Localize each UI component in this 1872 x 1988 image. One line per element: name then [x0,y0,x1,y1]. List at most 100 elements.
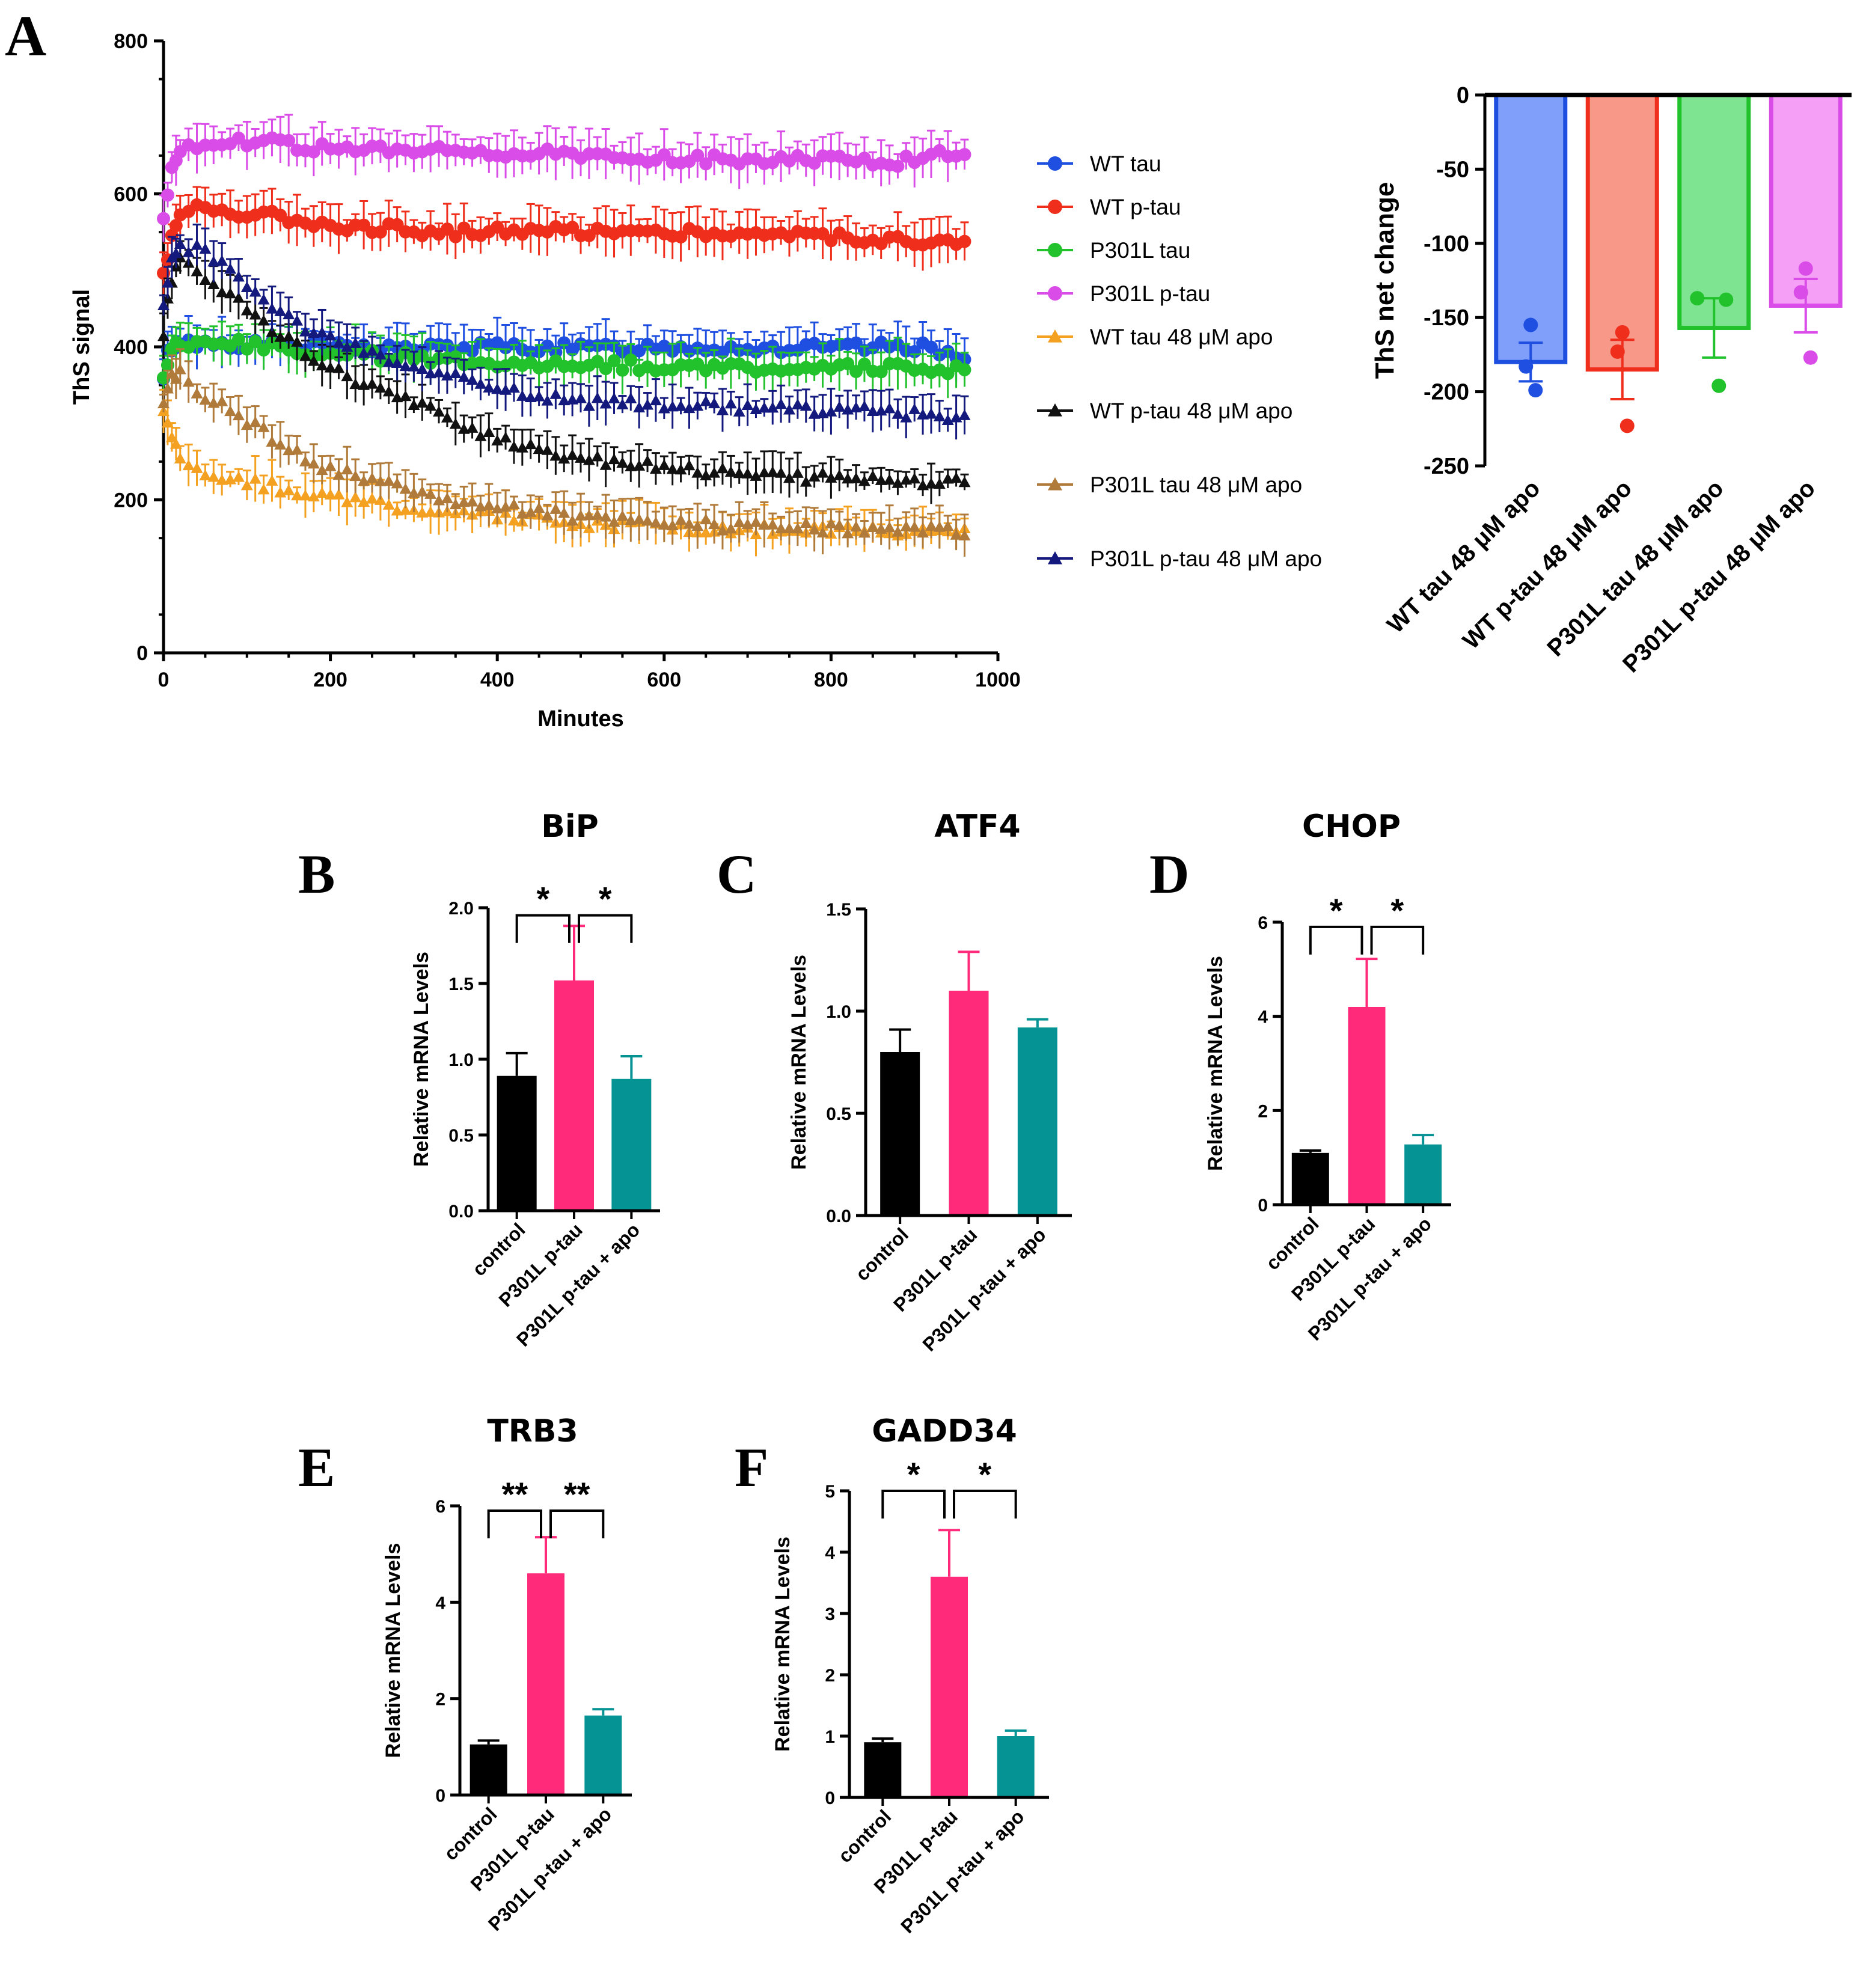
data-point [575,509,587,521]
data-point [575,392,587,403]
chart-title: BiP [541,809,599,845]
data-point [758,402,771,413]
data-point [199,274,212,285]
data-point [1793,285,1808,300]
data-point [283,484,295,495]
data-point [382,475,395,486]
data-point [674,463,687,475]
data-point [633,402,646,413]
data-point [683,459,696,471]
data-point [625,392,637,403]
data-point [483,381,495,393]
data-point [382,356,395,367]
data-point [941,520,954,531]
data-point [349,378,362,390]
data-point [541,394,554,406]
legend: WT tau WT p-tau P301L tau P301L p-tau WT tau… [1037,151,1322,571]
x-axis-label: Minutes [537,706,624,732]
x-tick-label: 400 [480,668,515,691]
data-point [624,353,638,367]
data-point [708,466,721,478]
data-point [307,327,320,338]
y-axis-label: ThS signal [69,289,94,405]
data-point [216,395,228,406]
data-point [625,514,637,525]
data-point [240,304,253,316]
legend-marker [1048,477,1062,491]
series-p301l-p-tau-48-m-apo [158,224,971,440]
data-point [216,255,228,266]
data-point [457,423,470,434]
data-point [800,400,812,411]
data-point [291,489,304,501]
data-point [366,378,378,389]
category-label: P301L p-tau + apo [918,1223,1050,1355]
data-point [741,399,754,411]
data-point [599,510,612,522]
data-point [316,464,328,476]
bar [1677,93,1751,330]
data-point [366,472,378,483]
data-point [908,521,921,532]
data-point [316,359,328,371]
data-point [291,314,304,326]
data-point [457,371,470,382]
data-point [1523,317,1538,332]
data-point [950,528,962,540]
y-tick-label: 5 [825,1482,835,1502]
data-point [483,499,495,510]
data-point [283,444,295,456]
legend-entry: WT p-tau 48 μM apo [1090,399,1292,423]
legend-marker [1048,200,1062,214]
data-point [174,452,186,463]
data-point [274,305,287,316]
data-point [925,477,937,489]
data-point [240,419,253,430]
y-tick-label: 600 [114,183,148,206]
category-label: control [834,1805,895,1867]
y-tick-label: 2 [825,1666,835,1686]
data-point [332,469,345,480]
data-point [941,414,954,425]
data-point [207,278,220,290]
data-point [382,498,395,510]
data-point [950,472,962,483]
data-point [231,131,245,145]
data-point [224,263,237,274]
data-point [783,472,795,483]
data-point [808,408,821,419]
data-point [616,398,629,409]
category-label: control [851,1223,913,1285]
data-point [174,363,186,375]
data-point [875,522,887,534]
data-point [608,392,620,403]
data-point [842,473,854,484]
data-point [858,400,870,412]
data-point [666,463,679,474]
y-tick-label: 4 [435,1593,445,1613]
data-point [566,221,580,234]
legend-marker [1048,551,1062,564]
data-point [170,247,182,258]
y-tick-label: 1.0 [826,1002,851,1022]
data-point [758,519,771,530]
data-point [316,326,328,338]
data-point [374,382,387,393]
data-point [666,519,679,531]
series-wt-p-tau [157,186,971,294]
data-point [892,477,904,488]
data-point [299,489,311,501]
significance-marker: * [978,1455,991,1493]
data-point [866,405,879,417]
chart-title: GADD34 [872,1413,1017,1449]
data-point [307,145,320,159]
data-point [941,367,955,381]
legend-entry: P301L p-tau 48 μM apo [1090,546,1322,571]
legend-entry: WT p-tau [1090,195,1181,219]
bar [880,1052,920,1216]
data-point [516,441,528,453]
data-point [191,239,203,250]
data-point [158,397,170,409]
data-point [608,453,620,465]
